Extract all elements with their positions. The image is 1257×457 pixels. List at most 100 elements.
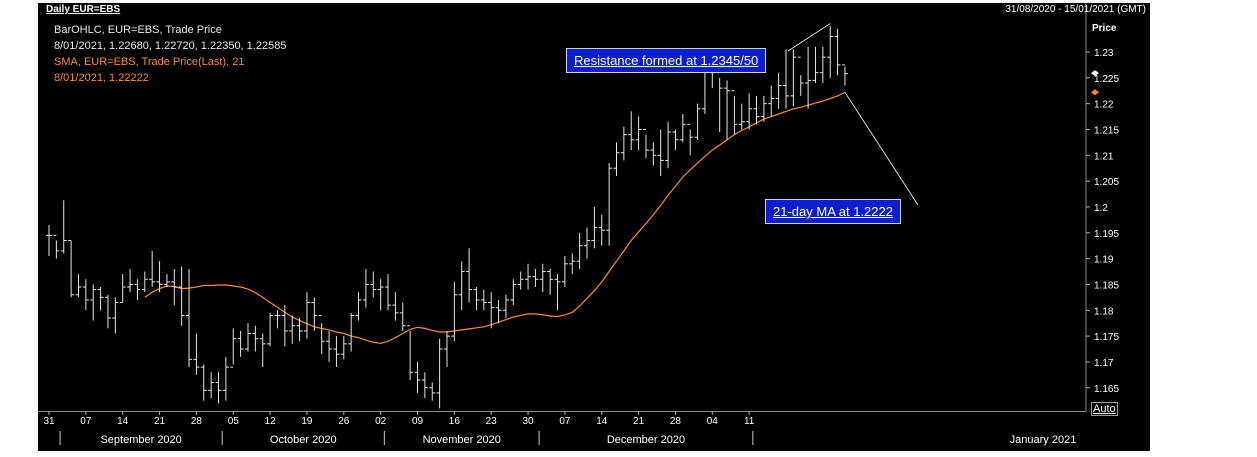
sma-line (144, 91, 846, 344)
ohlc-bar (561, 256, 568, 288)
ohlc-bar (569, 253, 576, 275)
ohlc-bar (193, 333, 200, 375)
ma-annotation[interactable]: 21-day MA at 1.2222 (765, 199, 901, 224)
ohlc-bar (244, 323, 251, 352)
ohlc-bar (112, 297, 119, 334)
month-label: October 2020 (270, 434, 337, 446)
ohlc-bar (650, 142, 657, 166)
ohlc-bar (311, 297, 318, 331)
x-tick-label: 16 (449, 416, 461, 427)
y-tick-label: 1.195 (1094, 229, 1119, 240)
ohlc-legend-name: BarOHLC, EUR=EBS, Trade Price (54, 24, 222, 36)
ohlc-bar (200, 364, 207, 401)
ohlc-bar (783, 49, 789, 109)
ma-connector (844, 92, 919, 206)
ohlc-bar (724, 80, 731, 140)
ohlc-bar (517, 271, 524, 290)
ohlc-bar (127, 268, 134, 293)
ohlc-bar (82, 279, 89, 311)
x-tick-label: 05 (228, 416, 240, 427)
ohlc-bar (768, 85, 775, 117)
x-tick-label: 26 (338, 416, 350, 427)
month-label: September 2020 (100, 434, 181, 446)
ohlc-chart: Price 1.23 1.225 1.22 1.215 1.21 1.205 1.2 1.195… (38, 3, 1119, 446)
y-tick-label: 1.19 (1094, 255, 1114, 266)
y-tick-label: 1.225 (1094, 74, 1119, 85)
ohlc-bar (746, 93, 753, 130)
ohlc-bar (775, 72, 782, 109)
ohlc-bar (281, 305, 288, 347)
chart-frame: Price 1.23 1.225 1.22 1.215 1.21 1.205 1.2 1.195… (38, 3, 1150, 451)
y-tick-label: 1.215 (1094, 125, 1119, 136)
ohlc-bar (790, 49, 797, 107)
ohlc-bar (215, 372, 222, 404)
ohlc-bar (53, 234, 60, 259)
y-tick-label: 1.17 (1094, 358, 1114, 369)
ohlc-bar (289, 315, 296, 344)
ohlc-bar (510, 279, 517, 306)
ohlc-bar (834, 28, 841, 76)
x-tick-label: 09 (412, 416, 424, 427)
month-label: November 2020 (423, 434, 501, 446)
x-tick-label: 30 (522, 416, 534, 427)
ohlc-bar (134, 279, 141, 300)
ohlc-bar (591, 206, 598, 249)
ohlc-bar (620, 126, 627, 161)
y-tick-label: 1.21 (1094, 151, 1114, 162)
ohlc-bar (303, 292, 310, 339)
ohlc-bar (738, 103, 745, 130)
ohlc-legend-values: 8/01/2021, 1.22680, 1.22720, 1.22350, 1.… (54, 40, 287, 52)
ohlc-bar (385, 274, 392, 311)
ohlc-bar (163, 274, 170, 288)
x-tick-label: 21 (633, 416, 645, 427)
y-tick-label: 1.165 (1094, 384, 1119, 395)
ohlc-bar (488, 292, 495, 329)
x-tick-label: 04 (707, 416, 719, 427)
ohlc-bar (186, 268, 193, 368)
ohlc-bar (90, 284, 97, 321)
ohlc-bar (495, 299, 502, 324)
y-tick-label: 1.23 (1094, 48, 1114, 59)
x-tick-label: 19 (301, 416, 313, 427)
ohlc-bar (333, 336, 340, 368)
ohlc-bar (451, 281, 458, 342)
auto-scale-button[interactable]: Auto (1091, 402, 1118, 416)
ohlc-bar (473, 287, 480, 311)
ohlc-bar (584, 227, 591, 259)
x-tick-label: 28 (670, 416, 682, 427)
ohlc-bar (429, 382, 436, 401)
x-tick-label: 11 (744, 416, 755, 427)
ohlc-bar (208, 372, 215, 399)
y-tick-label: 1.175 (1094, 332, 1119, 343)
ohlc-bar (576, 232, 583, 269)
ohlc-bar (60, 200, 67, 254)
ohlc-bar (421, 372, 428, 399)
ohlc-bar (539, 263, 546, 293)
chart-title: Daily EUR=EBS (46, 4, 121, 15)
x-tick-label: 07 (559, 416, 571, 427)
ohlc-bar (672, 129, 679, 151)
ohlc-bar (75, 274, 82, 298)
ohlc-bar (827, 26, 834, 78)
ohlc-bar (532, 268, 539, 288)
ohlc-bar (259, 333, 266, 368)
month-label: January 2021 (1010, 434, 1077, 446)
resistance-annotation[interactable]: Resistance formed at 1.2345/50 (566, 48, 767, 73)
ohlc-bar (812, 46, 819, 83)
ohlc-bar (797, 56, 804, 96)
ohlc-bar (230, 328, 237, 368)
ohlc-bar (178, 266, 185, 326)
ohlc-bar (443, 330, 450, 368)
ohlc-bar (753, 95, 760, 125)
ohlc-bar (267, 312, 274, 347)
price-axis-title: Price (1092, 23, 1117, 34)
ohlc-bar (819, 46, 826, 83)
ohlc-bar (502, 294, 509, 319)
resistance-connector (787, 23, 831, 52)
ohlc-bar (149, 250, 156, 288)
ohlc-bar (46, 225, 52, 257)
ohlc-bar (370, 271, 377, 298)
ohlc-bar (68, 240, 75, 298)
ohlc-bar (326, 330, 333, 362)
last-price-marker (1091, 70, 1099, 77)
